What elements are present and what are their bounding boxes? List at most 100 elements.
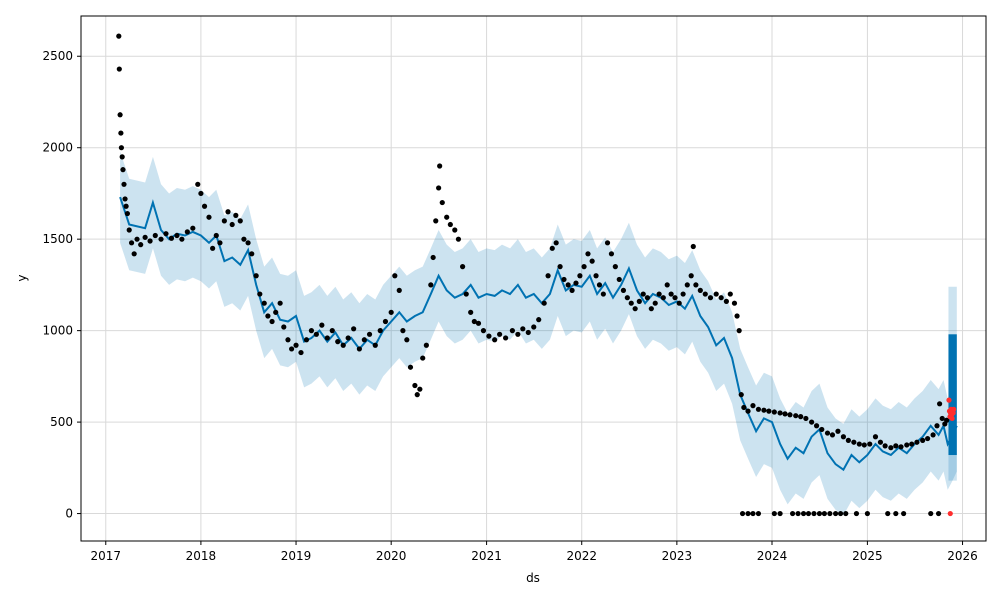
- y-tick-label: 1000: [42, 324, 73, 338]
- observed-point: [693, 282, 699, 288]
- observed-point: [152, 232, 158, 239]
- observed-point: [925, 435, 931, 442]
- observed-point: [648, 306, 654, 312]
- forecast-line-layer: [119, 196, 958, 472]
- observed-point: [777, 510, 783, 517]
- observed-point: [668, 291, 674, 297]
- observed-point: [201, 203, 208, 209]
- observed-point: [684, 282, 690, 288]
- observed-point: [824, 430, 831, 436]
- observed-point: [853, 510, 860, 517]
- observed-point: [553, 240, 559, 246]
- x-tick-layer: 2017 2018 2019 2020 2021 2022 2023 2024 2025 2026: [90, 541, 978, 563]
- observed-point: [372, 342, 378, 348]
- observed-point: [335, 339, 341, 345]
- observed-point: [437, 163, 443, 169]
- forecast-spread-block: [948, 334, 957, 456]
- observed-point: [509, 328, 515, 334]
- observed-point: [273, 309, 279, 315]
- observed-point: [821, 510, 827, 517]
- observed-point: [750, 510, 756, 517]
- highlight-points-layer: [946, 397, 957, 517]
- observed-point: [787, 412, 793, 418]
- observed-point: [867, 441, 873, 447]
- observed-point: [676, 300, 682, 306]
- observed-point: [396, 287, 402, 293]
- observed-point: [734, 313, 740, 319]
- observed-point: [412, 382, 418, 389]
- observed-point: [864, 510, 871, 517]
- observed-point: [417, 386, 423, 392]
- highlight-point: [947, 510, 953, 517]
- observed-point: [928, 510, 934, 517]
- observed-point: [428, 282, 434, 288]
- plot-frame: [80, 15, 987, 542]
- observed-point: [904, 442, 910, 448]
- observed-point: [475, 320, 482, 326]
- observed-point: [134, 236, 140, 242]
- observed-point: [914, 439, 920, 445]
- observed-point: [628, 300, 634, 306]
- observed-point: [468, 309, 474, 315]
- observed-point: [245, 240, 251, 246]
- observed-point: [690, 243, 696, 250]
- x-tick-label: 2019: [281, 549, 312, 563]
- observed-point: [872, 434, 879, 440]
- y-tick-label: 1500: [42, 232, 73, 246]
- observed-point: [620, 287, 627, 293]
- observed-point: [608, 251, 615, 257]
- observed-point: [117, 112, 123, 118]
- observed-point: [414, 392, 420, 398]
- observed-point: [366, 331, 373, 337]
- observed-point: [660, 295, 666, 301]
- observed-point: [210, 245, 216, 251]
- observed-point: [835, 428, 841, 434]
- observed-point: [738, 392, 744, 398]
- observed-point: [632, 306, 638, 312]
- observed-point: [718, 295, 724, 301]
- observed-point: [118, 145, 125, 151]
- observed-point: [856, 441, 862, 447]
- observed-point: [351, 326, 357, 332]
- observed-point: [217, 240, 223, 246]
- observed-point: [147, 238, 153, 244]
- highlight-point: [949, 415, 955, 422]
- observed-point: [829, 432, 836, 438]
- observed-point: [303, 337, 310, 343]
- observed-point: [121, 181, 127, 187]
- observed-point: [436, 185, 442, 191]
- observed-point: [803, 415, 809, 422]
- observed-point: [525, 329, 531, 336]
- observed-point: [430, 254, 436, 261]
- observed-point: [497, 331, 503, 337]
- observed-point: [444, 214, 450, 220]
- observed-point: [800, 510, 807, 517]
- observed-point: [261, 300, 267, 306]
- observed-point: [745, 510, 751, 517]
- observed-point: [604, 240, 611, 246]
- observed-point: [585, 251, 591, 257]
- observed-point: [455, 236, 462, 242]
- x-tick-label: 2020: [376, 549, 407, 563]
- observed-point: [596, 282, 603, 288]
- observed-point: [813, 423, 820, 429]
- observed-point: [739, 510, 746, 517]
- observed-point: [126, 227, 132, 233]
- observed-point: [688, 273, 694, 279]
- observed-point: [672, 295, 678, 301]
- observed-point: [298, 349, 304, 356]
- observed-point: [293, 342, 299, 348]
- observed-point: [934, 423, 940, 429]
- observed-point: [345, 335, 351, 341]
- observed-point: [213, 232, 219, 239]
- observed-point: [937, 401, 943, 407]
- observed-point: [652, 300, 658, 306]
- observed-point: [460, 264, 466, 270]
- observed-point: [277, 300, 283, 306]
- observed-point: [541, 300, 547, 306]
- observed-point: [577, 273, 583, 279]
- observed-point: [782, 411, 788, 417]
- observed-point: [935, 510, 942, 517]
- y-axis-title: y: [15, 274, 29, 281]
